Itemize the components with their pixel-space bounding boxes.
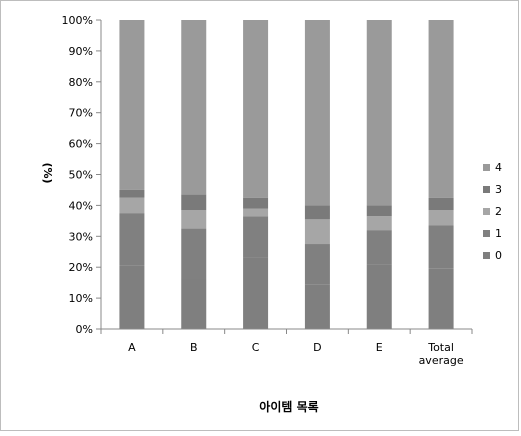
bar-segment-d-series-0 (304, 284, 330, 329)
legend-label-3: 3 (495, 183, 502, 196)
x-tick-label: D (313, 341, 321, 354)
bar-segment-total-average-series-3 (428, 197, 454, 211)
bar-segment-d-series-4 (304, 20, 330, 206)
legend-swatch-1 (483, 230, 490, 237)
x-tick-label: C (252, 341, 260, 354)
bar-segment-a-series-3 (119, 189, 145, 198)
bar-segment-a-series-2 (119, 197, 145, 214)
x-tick-label: Total average (419, 341, 464, 367)
y-tick-label: 40% (69, 199, 93, 212)
bar-segment-b-series-0 (181, 278, 207, 329)
bar-segment-c-series-1 (243, 216, 269, 258)
bar-segment-a-series-4 (119, 20, 145, 190)
bar-segment-d-series-3 (304, 205, 330, 220)
bar-segment-a-series-0 (119, 265, 145, 329)
bar-segment-total-average-series-0 (428, 268, 454, 329)
bar-segment-b-series-3 (181, 194, 207, 211)
bar-segment-e-series-0 (366, 264, 392, 329)
bar-segment-total-average-series-1 (428, 225, 454, 269)
bar-segment-b-series-2 (181, 210, 207, 229)
bar-segment-c-series-3 (243, 197, 269, 209)
y-tick-label: 10% (69, 292, 93, 305)
legend: 4 3 2 1 0 (483, 161, 502, 262)
legend-label-2: 2 (495, 205, 502, 218)
y-tick-label: 90% (69, 45, 93, 58)
y-tick-label: 60% (69, 138, 93, 151)
bar-segment-total-average-series-4 (428, 20, 454, 198)
x-tick-label: E (376, 341, 383, 354)
bar-segment-c-series-2 (243, 208, 269, 217)
y-tick-label: 70% (69, 107, 93, 120)
bar-segment-e-series-2 (366, 216, 392, 231)
bar-segment-d-series-2 (304, 219, 330, 245)
bar-segment-a-series-1 (119, 213, 145, 266)
y-tick-label: 100% (62, 14, 93, 27)
bar-segment-c-series-4 (243, 20, 269, 198)
legend-label-4: 4 (495, 161, 502, 174)
x-tick-label: B (190, 341, 198, 354)
bar-segment-total-average-series-2 (428, 210, 454, 226)
bar-segment-b-series-4 (181, 20, 207, 195)
bar-segment-e-series-4 (366, 20, 392, 206)
bar-segment-c-series-0 (243, 257, 269, 329)
y-tick-label: 80% (69, 76, 93, 89)
bar-segment-b-series-1 (181, 228, 207, 279)
bar-segment-e-series-3 (366, 205, 392, 217)
plot-area: 0% 10% 20% 30% 40% 50% 60% 70% 80% 90% 100% A B C D E To… (62, 14, 473, 367)
y-axis-title: (%) (41, 162, 54, 183)
y-tick-label: 50% (69, 169, 93, 182)
y-tick-label: 20% (69, 261, 93, 274)
bar-segment-e-series-1 (366, 230, 392, 265)
legend-swatch-2 (483, 208, 490, 215)
legend-swatch-4 (483, 164, 490, 171)
y-tick-label: 0% (76, 323, 93, 336)
legend-label-1: 1 (495, 227, 502, 240)
legend-swatch-0 (483, 252, 490, 259)
legend-label-0: 0 (495, 249, 502, 262)
legend-swatch-3 (483, 186, 490, 193)
x-axis-title: 아이템 목록 (259, 399, 318, 414)
x-tick-label: A (128, 341, 136, 354)
bar-segment-d-series-1 (304, 244, 330, 285)
y-tick-label: 30% (69, 230, 93, 243)
